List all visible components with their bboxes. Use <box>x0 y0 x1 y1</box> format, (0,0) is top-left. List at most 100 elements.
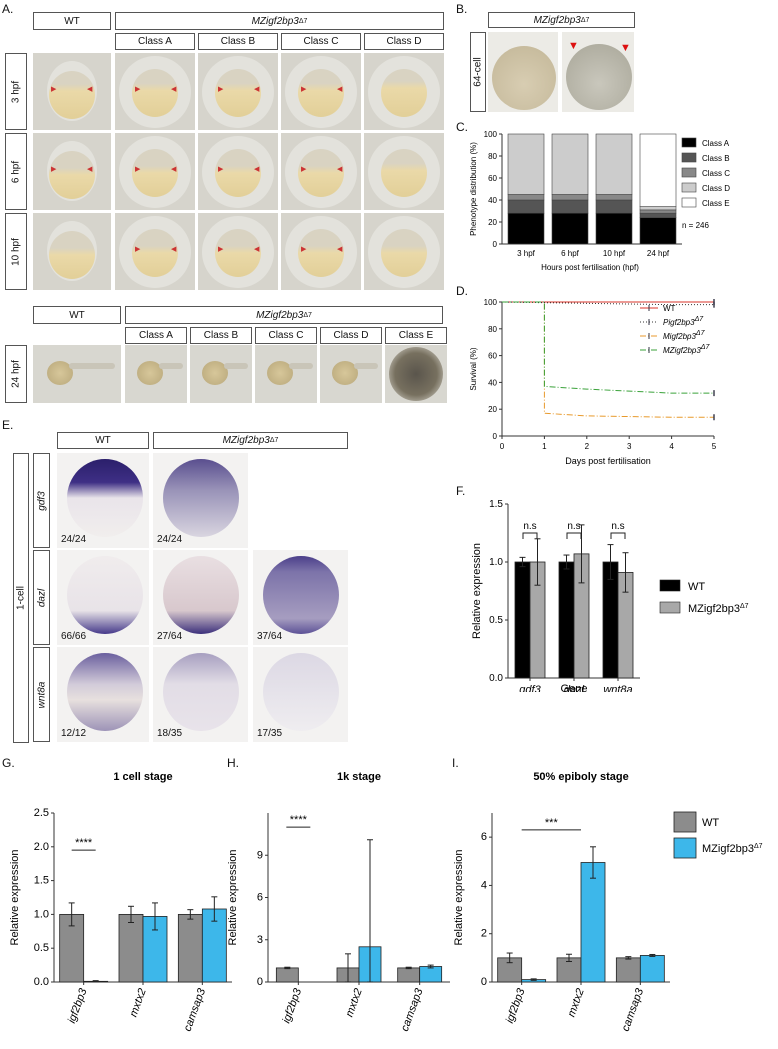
legend-label: WT <box>663 304 676 313</box>
arrowhead-icon: ▶ <box>218 246 224 253</box>
gene-label-text: gdf3 <box>36 490 47 511</box>
embryo-image <box>492 46 556 110</box>
embryo-image <box>163 653 239 731</box>
embryo-photo: ▶ ◀ <box>281 53 361 130</box>
bar <box>118 913 144 983</box>
legend-label: Class A <box>702 139 730 148</box>
embryo-photo: ▶ ◀ <box>281 133 361 210</box>
legend-label: WT <box>702 817 719 829</box>
significance-label: n.s <box>523 521 536 532</box>
x-axis-label: Days post fertilisation <box>565 456 651 466</box>
yolk-image <box>381 149 427 197</box>
y-tick-label: 0.5 <box>489 615 503 626</box>
legend-label: Class D <box>702 184 730 193</box>
y-tick-label: 60 <box>488 352 497 361</box>
x-tick-label: igf2bp3 <box>504 986 528 1025</box>
significance-bracket <box>522 532 538 539</box>
yolk-image <box>215 69 261 117</box>
arrowhead-icon: ▶ <box>135 246 141 253</box>
arrowhead-icon: ▶ <box>301 166 307 173</box>
x-tick-label: igf2bp3 <box>281 986 305 1025</box>
embryo-image <box>67 556 143 634</box>
panel-c-label: C. <box>456 120 468 134</box>
x-tick-label: 6 hpf <box>561 249 580 258</box>
count-label: 37/64 <box>257 631 283 642</box>
yolk-image <box>132 69 178 117</box>
chart-title: 1k stage <box>337 771 381 783</box>
chart-f: 0.0 0.5 1.0 1.5 gdf3 dazl wnt8a Relative expres… <box>471 499 749 692</box>
significance-bracket <box>566 532 582 539</box>
panel-h-label: H. <box>227 756 239 770</box>
arrowhead-icon: ▶ <box>51 86 57 93</box>
arrowhead-icon: ◀ <box>171 86 177 93</box>
embryo-photo: ▶ ◀ <box>198 53 278 130</box>
bar <box>507 199 545 214</box>
bar <box>595 194 633 201</box>
yolk-image <box>215 229 261 277</box>
arrowhead-icon: ◀ <box>87 166 93 173</box>
stage-label-text: 3 hpf <box>10 80 22 103</box>
legend-swatch <box>681 152 697 163</box>
arrowhead-icon: ▶ <box>301 86 307 93</box>
y-tick-label: 6 <box>257 892 263 904</box>
y-tick-label: 40 <box>488 378 497 387</box>
gene-label-text: dazl <box>36 588 47 607</box>
mz-sup: Δ7 <box>303 311 312 319</box>
y-axis-label: Phenotype distribution (%) <box>469 142 478 236</box>
embryo-image <box>263 556 339 634</box>
bar <box>595 133 633 195</box>
x-axis-label: Hours post fertilisation (hpf) <box>541 263 639 272</box>
legend-label: Migf2bp3Δ7 <box>663 330 706 341</box>
bar <box>595 199 633 214</box>
yolk-image <box>298 69 344 117</box>
arrowhead-icon: ◀ <box>171 246 177 253</box>
ish-photo: 37/64 <box>253 550 348 645</box>
legend-swatch <box>681 197 697 208</box>
mz-label: MZigf2bp3 <box>222 435 270 446</box>
arrowhead-icon: ▶ <box>51 166 57 173</box>
y-tick-label: 3 <box>257 934 263 946</box>
yolk-image <box>202 361 228 385</box>
legend-swatch <box>673 837 697 859</box>
legend-swatch <box>673 811 697 833</box>
arrowhead-icon: ◀ <box>337 246 343 253</box>
chart-title: 50% epiboly stage <box>533 771 628 783</box>
legend-swatch <box>681 182 697 193</box>
embryo-photo <box>364 133 444 210</box>
x-tick-label: 24 hpf <box>647 249 670 258</box>
yolk-image <box>49 71 95 119</box>
bar <box>639 209 677 214</box>
count-label: 12/12 <box>61 728 87 739</box>
bar <box>551 212 589 245</box>
embryo-photo: ▶ ◀ <box>115 213 195 290</box>
tail-image <box>289 363 313 369</box>
x-tick-label: mxtx2 <box>344 987 365 1019</box>
bar <box>615 957 641 983</box>
wt-label: WT <box>69 309 85 321</box>
y-tick-label: 2 <box>481 928 487 940</box>
ish-photo: 66/66 <box>57 550 149 645</box>
count-label: 66/66 <box>61 631 87 642</box>
y-tick-label: 9 <box>257 849 263 861</box>
legend-label: Pigf2bp3Δ7 <box>663 316 704 327</box>
count-label: 17/35 <box>257 728 283 739</box>
yolk-image <box>132 149 178 197</box>
y-tick-label: 80 <box>488 325 497 334</box>
y-tick-label: 40 <box>488 196 497 205</box>
panel-b-stage-label: 64-cell <box>470 32 486 112</box>
chart-h: 0 3 6 9 igf2bp3 mxtx2 camsap3 Relative expressi… <box>227 771 450 1033</box>
panel-e-label: E. <box>2 418 14 432</box>
embryo-photo <box>320 345 382 403</box>
stage-label: 3 hpf <box>5 53 27 130</box>
embryo-image <box>263 653 339 731</box>
embryo-photo <box>125 345 187 403</box>
y-tick-label: 0 <box>257 976 263 988</box>
chart-title: 1 cell stage <box>113 771 172 783</box>
count-label: 24/24 <box>61 534 87 545</box>
y-tick-label: 0.0 <box>489 673 503 684</box>
yolk-image <box>132 229 178 277</box>
class-header: Class B <box>190 327 252 344</box>
chart-g: 0.0 0.5 1.0 1.5 2.0 2.5 igf2bp3 mxtx2 camsap3 Rel… <box>9 771 232 1033</box>
embryo-image <box>566 44 632 110</box>
bar <box>507 212 545 245</box>
